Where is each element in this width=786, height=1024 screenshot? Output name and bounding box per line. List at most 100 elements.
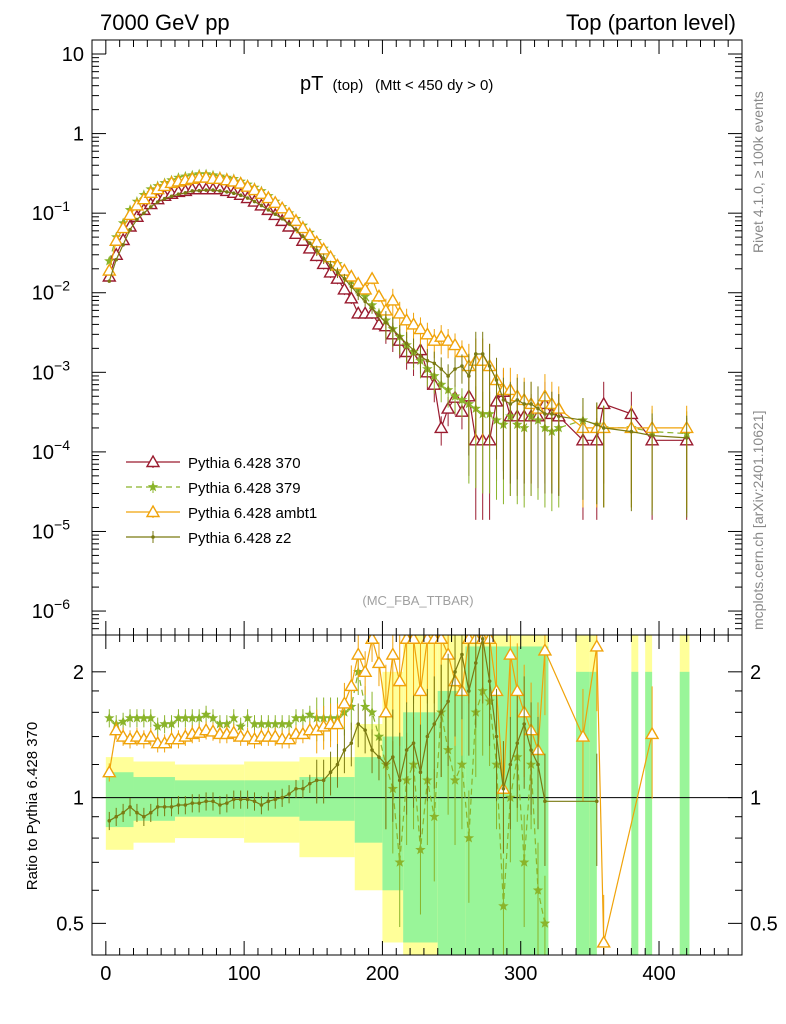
- legend-label-0: Pythia 6.428 370: [188, 455, 301, 472]
- main-series-3-point: [197, 188, 201, 193]
- main-series-2-point: [268, 195, 283, 208]
- main-series-3-point: [487, 364, 492, 368]
- main-series-3-point: [294, 227, 298, 232]
- ratio-series-1-point: [364, 635, 380, 644]
- ratio-series-2-point: [218, 803, 222, 807]
- ratio-series-2-point: [121, 810, 125, 815]
- plot-title: pT (top) (Mtt < 450 dy > 0): [300, 73, 493, 95]
- ratio-series-2-point: [301, 786, 305, 791]
- ratio-series-2-point: [480, 636, 485, 641]
- main-series-2-point: [240, 179, 255, 192]
- ratio-series-2-point: [529, 748, 533, 752]
- ratio-x-tick-label: 400: [642, 963, 675, 985]
- main-series-3-point: [425, 358, 430, 363]
- main-y-tick-label: 10−2: [32, 278, 70, 305]
- ratio-band-inner: [576, 671, 590, 955]
- ratio-series-1-point: [143, 729, 158, 742]
- ratio-series-layer: [92, 635, 742, 955]
- legend-marker-1: [147, 481, 159, 492]
- ratio-series-2-point: [467, 689, 471, 693]
- ratio-band-inner: [679, 671, 690, 955]
- ratio-series-1-point: [102, 764, 117, 778]
- ratio-series-2-point: [107, 818, 112, 823]
- main-series-3-point: [238, 193, 243, 198]
- ratio-series-1-point: [108, 722, 124, 736]
- main-series-3-point: [594, 422, 599, 427]
- ratio-series-2-point: [432, 722, 437, 726]
- main-y-tick-label-base: 10: [32, 442, 54, 464]
- main-series-3-point: [432, 361, 437, 366]
- main-series-2-point: [136, 191, 152, 205]
- main-series-3-point: [162, 196, 167, 201]
- ratio-series-2-point: [266, 799, 271, 804]
- main-series-3-point: [280, 216, 284, 221]
- ratio-series-0-point: [373, 731, 385, 741]
- ratio-series-0-point: [249, 718, 260, 729]
- main-series-0-point: [302, 241, 318, 254]
- main-series-2-point: [108, 233, 124, 246]
- ratio-series-0-point: [242, 712, 253, 723]
- legend-marker-0: [145, 454, 161, 468]
- main-series-3-point: [480, 352, 485, 356]
- ratio-series-2-point: [508, 762, 513, 767]
- ratio-series-2-point: [536, 762, 540, 767]
- ratio-series-2-point: [190, 801, 195, 805]
- main-series-3-point: [135, 217, 139, 222]
- ratio-series-0-point: [297, 712, 309, 723]
- ratio-series-2-point: [411, 741, 416, 745]
- main-series-3-point: [169, 194, 174, 199]
- rivet-side-label: Rivet 4.1.0, ≥ 100k events: [750, 91, 766, 253]
- main-series-3-point: [335, 270, 340, 275]
- main-y-tick-label: 10−4: [32, 437, 70, 464]
- ratio-y-tick-label-right: 1: [750, 788, 761, 810]
- ratio-series-1-point: [537, 643, 553, 656]
- ratio-series-2-point: [287, 792, 291, 796]
- ratio-y-tick-label-right: 2: [750, 662, 761, 684]
- ratio-series-2-point: [128, 805, 132, 809]
- ratio-series-0-point: [166, 718, 177, 729]
- main-y-tick-label-exp: −6: [54, 596, 70, 612]
- ratio-series-0-point: [207, 712, 219, 723]
- main-series-3-point: [114, 257, 119, 262]
- ratio-series-2-point: [211, 799, 215, 804]
- ratio-series-0-point: [159, 718, 170, 729]
- ratio-series-1-point: [644, 726, 660, 740]
- ratio-series-2-point: [494, 734, 499, 739]
- main-series-3-point: [418, 354, 423, 358]
- main-series-1-point: [456, 394, 468, 405]
- main-series-1-point: [449, 390, 461, 401]
- main-series-3-point: [411, 348, 416, 352]
- ratio-series-1-point: [205, 724, 221, 737]
- main-series-3-point: [349, 284, 354, 289]
- main-series-2-point: [351, 276, 366, 289]
- ratio-series-2-point: [280, 795, 284, 800]
- main-series-0-point: [337, 282, 352, 295]
- main-series-2-point: [233, 176, 248, 189]
- main-series-3-point: [494, 378, 499, 382]
- ratio-series-2-point: [294, 786, 298, 791]
- ratio-series-0-point: [152, 721, 163, 731]
- ratio-series-0-point: [456, 759, 468, 769]
- main-series-3-point: [439, 367, 444, 371]
- main-series-3-point: [467, 374, 471, 378]
- ratio-band-inner: [105, 772, 134, 828]
- main-series-2-point: [302, 227, 318, 241]
- legend-label-2: Pythia 6.428 ambt1: [188, 505, 317, 522]
- ratio-series-1-point: [392, 673, 407, 687]
- ratio-series-2-point: [425, 734, 430, 739]
- main-series-2-point: [254, 186, 269, 200]
- main-y-tick-label-base: 1: [73, 124, 84, 146]
- main-series-3-point: [342, 276, 347, 281]
- ratio-x-tick-label: 300: [504, 963, 537, 985]
- ratio-series-2-point: [225, 801, 229, 805]
- ratio-series-0-point: [304, 709, 315, 719]
- ratio-series-0-point: [290, 712, 302, 723]
- main-y-tick-label-base: 10: [32, 283, 54, 305]
- ratio-series-1-point: [344, 678, 359, 692]
- main-series-3-point: [501, 398, 506, 402]
- main-y-tick-label-base: 10: [32, 601, 54, 623]
- ratio-series-2-point: [342, 748, 347, 752]
